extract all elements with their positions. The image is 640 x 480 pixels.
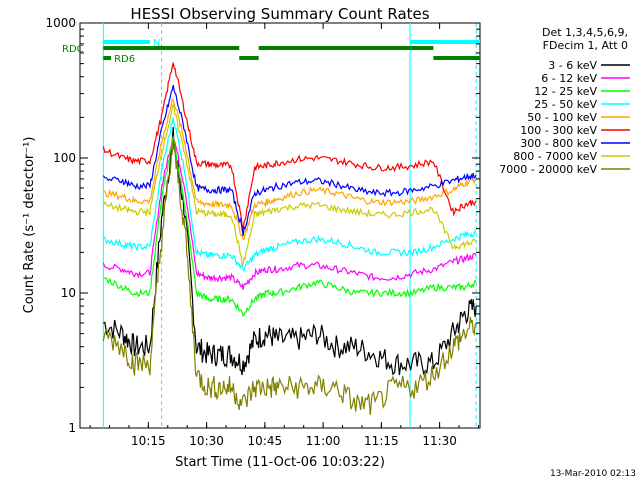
- legend: Det 1,3,4,5,6,9,FDecim 1, Att 0 3 - 6 keV…: [499, 26, 630, 176]
- series-lines: [102, 62, 477, 415]
- chart-title: HESSI Observing Summary Count Rates: [130, 5, 429, 23]
- series-line-9: [102, 137, 477, 415]
- footer-timestamp: 13-Mar-2010 02:13: [550, 469, 636, 479]
- y-axis-ticks: 1 10 100 1000: [45, 16, 480, 435]
- series-line-2: [102, 135, 477, 290]
- legend-label-3: 12 - 25 keV: [534, 85, 597, 98]
- flag-bars: N RDC RD6: [62, 38, 480, 65]
- legend-label-1: 3 - 6 keV: [548, 59, 597, 72]
- series-line-4: [102, 117, 477, 273]
- flag-label-RDC: RDC: [62, 44, 84, 55]
- series-line-3: [103, 134, 477, 317]
- series-line-1: [103, 127, 477, 376]
- legend-title-line-0: Det 1,3,4,5,6,9,: [542, 26, 628, 39]
- legend-label-4: 25 - 50 keV: [534, 98, 597, 111]
- y-tick-label-3: 1000: [45, 16, 76, 30]
- x-tick-label-0: 10:15: [131, 434, 166, 448]
- x-tick-label-4: 11:15: [364, 434, 399, 448]
- legend-label-9: 7000 - 20000 keV: [499, 163, 597, 176]
- x-tick-label-3: 11:00: [306, 434, 341, 448]
- series-line-7: [102, 84, 477, 236]
- x-tick-label-1: 10:30: [189, 434, 224, 448]
- y-tick-label-0: 1: [68, 421, 76, 435]
- legend-label-8: 800 - 7000 keV: [513, 150, 597, 163]
- x-axis-ticks: 10:15 10:30 10:45 11:00 11:15 11:30: [89, 23, 479, 448]
- flag-label-N: N: [153, 38, 160, 49]
- legend-title-line-1: FDecim 1, Att 0: [543, 39, 628, 52]
- y-tick-label-2: 100: [53, 151, 76, 165]
- flag-label-RD6: RD6: [114, 54, 135, 65]
- vertical-markers: [102, 23, 477, 428]
- legend-label-2: 6 - 12 keV: [541, 72, 597, 85]
- y-axis-label: Count Rate (s⁻¹ detector⁻¹): [22, 137, 37, 314]
- x-tick-label-2: 10:45: [248, 434, 283, 448]
- series-line-8: [102, 103, 477, 266]
- series-line-6: [102, 62, 477, 231]
- x-axis-label: Start Time (11-Oct-06 10:03:22): [175, 455, 385, 470]
- y-tick-label-1: 10: [61, 286, 76, 300]
- x-tick-label-5: 11:30: [422, 434, 457, 448]
- legend-label-7: 300 - 800 keV: [520, 137, 597, 150]
- plot-frame: [79, 22, 481, 429]
- legend-label-5: 50 - 100 keV: [527, 111, 597, 124]
- legend-label-6: 100 - 300 keV: [520, 124, 597, 137]
- series-line-5: [103, 98, 477, 241]
